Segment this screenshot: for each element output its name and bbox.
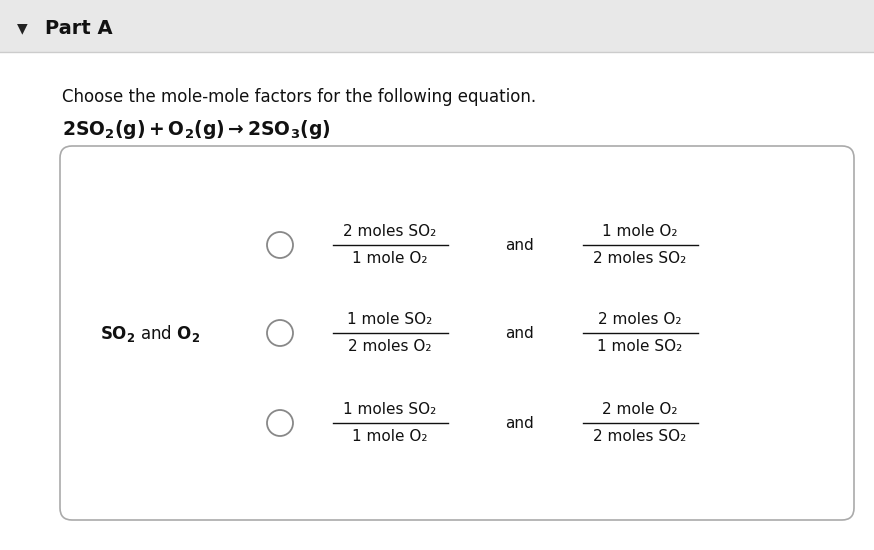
Text: 1 moles SO₂: 1 moles SO₂: [343, 402, 437, 417]
Circle shape: [267, 320, 293, 346]
FancyBboxPatch shape: [0, 0, 874, 52]
Text: ▼: ▼: [17, 21, 27, 35]
Text: 2 moles SO₂: 2 moles SO₂: [593, 251, 687, 266]
Text: $\mathbf{SO_2}$ and $\mathbf{O_2}$: $\mathbf{SO_2}$ and $\mathbf{O_2}$: [100, 322, 200, 344]
Text: 1 mole O₂: 1 mole O₂: [352, 429, 427, 444]
Text: 2 moles SO₂: 2 moles SO₂: [343, 224, 437, 239]
Text: 1 mole O₂: 1 mole O₂: [602, 224, 677, 239]
Text: and: and: [506, 238, 534, 252]
Circle shape: [267, 410, 293, 436]
Text: and: and: [506, 415, 534, 431]
FancyBboxPatch shape: [60, 146, 854, 520]
Text: 1 mole O₂: 1 mole O₂: [352, 251, 427, 266]
Text: and: and: [506, 326, 534, 340]
Text: 2 moles SO₂: 2 moles SO₂: [593, 429, 687, 444]
Text: Choose the mole-mole factors for the following equation.: Choose the mole-mole factors for the fol…: [62, 88, 536, 106]
Text: 1 mole SO₂: 1 mole SO₂: [597, 339, 683, 354]
Text: 2 mole O₂: 2 mole O₂: [602, 402, 677, 417]
Text: 2 moles O₂: 2 moles O₂: [348, 339, 432, 354]
Circle shape: [267, 232, 293, 258]
Text: 2 moles O₂: 2 moles O₂: [598, 312, 682, 327]
Text: Part A: Part A: [45, 19, 113, 37]
Text: 1 mole SO₂: 1 mole SO₂: [347, 312, 433, 327]
Text: $\mathbf{2SO_2}$$\mathbf{(g) + O_2(g) \rightarrow 2SO_3(g)}$: $\mathbf{2SO_2}$$\mathbf{(g) + O_2(g) \r…: [62, 118, 330, 141]
